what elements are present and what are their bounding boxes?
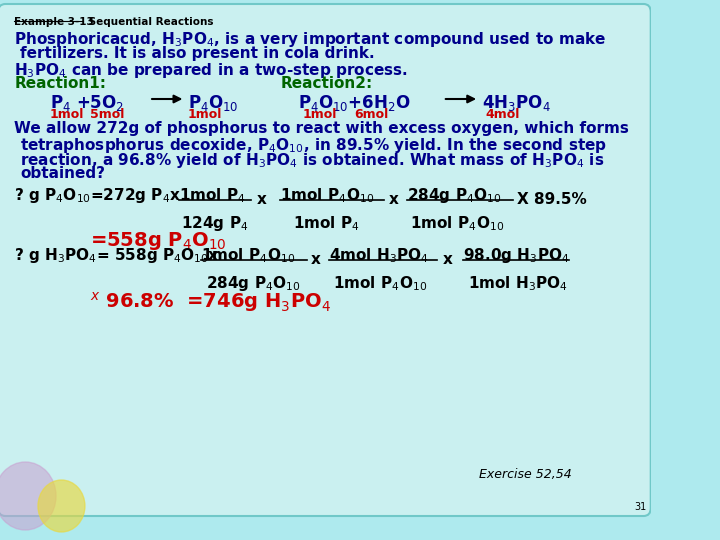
Text: x: x — [443, 253, 453, 267]
Text: ? g P$_4$O$_{10}$=272g P$_4$x: ? g P$_4$O$_{10}$=272g P$_4$x — [14, 186, 181, 205]
Text: Reaction1:: Reaction1: — [14, 76, 107, 91]
Text: 5mol: 5mol — [91, 108, 125, 121]
Text: P$_4$O$_{10}$+6H$_2$O: P$_4$O$_{10}$+6H$_2$O — [298, 93, 411, 113]
Text: 1mol P$_4$O$_{10}$: 1mol P$_4$O$_{10}$ — [410, 214, 505, 233]
Text: We allow 272g of phosphorus to react with excess oxygen, which forms: We allow 272g of phosphorus to react wit… — [14, 121, 629, 136]
Text: 1mol P$_4$O$_{10}$: 1mol P$_4$O$_{10}$ — [201, 246, 294, 265]
Text: fertilizers. It is also present in cola drink.: fertilizers. It is also present in cola … — [20, 46, 374, 61]
Text: P$_4$ +5O$_2$: P$_4$ +5O$_2$ — [50, 93, 124, 113]
Text: 1mol: 1mol — [303, 108, 337, 121]
Text: Phosphoricacud, H$_3$PO$_4$, is a very important compound used to make: Phosphoricacud, H$_3$PO$_4$, is a very i… — [14, 30, 607, 49]
Text: Reaction2:: Reaction2: — [280, 76, 372, 91]
Text: 1mol P$_4$: 1mol P$_4$ — [293, 214, 360, 233]
Text: H$_3$PO$_4$ can be prepared in a two-step process.: H$_3$PO$_4$ can be prepared in a two-ste… — [14, 61, 408, 80]
Text: 31: 31 — [634, 502, 647, 512]
Text: ? g H$_3$PO$_4$= 558g P$_4$O$_{10}$x: ? g H$_3$PO$_4$= 558g P$_4$O$_{10}$x — [14, 246, 220, 265]
Text: 4mol H$_3$PO$_4$: 4mol H$_3$PO$_4$ — [329, 246, 429, 265]
Text: 1mol H$_3$PO$_4$: 1mol H$_3$PO$_4$ — [468, 274, 568, 293]
Text: P$_4$O$_{10}$: P$_4$O$_{10}$ — [188, 93, 238, 113]
Text: Sequential Reactions: Sequential Reactions — [85, 17, 213, 27]
Text: 124g P$_4$: 124g P$_4$ — [181, 214, 248, 233]
Text: 6mol: 6mol — [354, 108, 389, 121]
Text: 1mol P$_4$O$_{10}$: 1mol P$_4$O$_{10}$ — [280, 186, 374, 205]
Text: $^x$ 96.8%  =746g H$_3$PO$_4$: $^x$ 96.8% =746g H$_3$PO$_4$ — [91, 290, 331, 314]
Text: 4H$_3$PO$_4$: 4H$_3$PO$_4$ — [482, 93, 551, 113]
Text: reaction, a 96.8% yield of H$_3$PO$_4$ is obtained. What mass of H$_3$PO$_4$ is: reaction, a 96.8% yield of H$_3$PO$_4$ i… — [20, 151, 604, 170]
Circle shape — [0, 462, 56, 530]
Text: x: x — [256, 192, 266, 207]
Text: Example 3-13: Example 3-13 — [14, 17, 94, 27]
Text: 1mol P$_4$: 1mol P$_4$ — [179, 186, 246, 205]
Text: x: x — [389, 192, 398, 207]
Text: =558g P$_4$O$_{10}$: =558g P$_4$O$_{10}$ — [91, 230, 227, 252]
FancyBboxPatch shape — [0, 4, 651, 516]
Text: Exercise 52,54: Exercise 52,54 — [479, 468, 572, 481]
Text: tetraphosphorus decoxide, P$_4$O$_{10}$, in 89.5% yield. In the second step: tetraphosphorus decoxide, P$_4$O$_{10}$,… — [20, 136, 607, 155]
Text: obtained?: obtained? — [20, 166, 105, 181]
Text: 284g P$_4$O$_{10}$: 284g P$_4$O$_{10}$ — [407, 186, 501, 205]
Text: 1mol P$_4$O$_{10}$: 1mol P$_4$O$_{10}$ — [333, 274, 427, 293]
Text: X 89.5%: X 89.5% — [517, 192, 587, 207]
Text: 1mol: 1mol — [188, 108, 222, 121]
Text: 98.0g H$_3$PO$_4$: 98.0g H$_3$PO$_4$ — [463, 246, 569, 265]
Text: 284g P$_4$O$_{10}$: 284g P$_4$O$_{10}$ — [206, 274, 301, 293]
Text: 1mol: 1mol — [50, 108, 84, 121]
Circle shape — [38, 480, 85, 532]
Text: x: x — [311, 253, 321, 267]
Text: 4mol: 4mol — [485, 108, 520, 121]
